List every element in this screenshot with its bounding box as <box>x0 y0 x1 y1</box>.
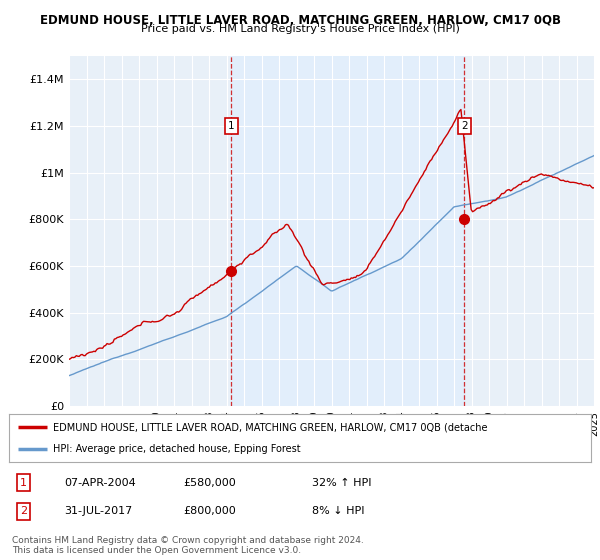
Text: Contains HM Land Registry data © Crown copyright and database right 2024.: Contains HM Land Registry data © Crown c… <box>12 536 364 545</box>
Text: 1: 1 <box>228 121 235 131</box>
Text: 2: 2 <box>461 121 467 131</box>
Text: 31-JUL-2017: 31-JUL-2017 <box>64 506 133 516</box>
Text: EDMUND HOUSE, LITTLE LAVER ROAD, MATCHING GREEN, HARLOW, CM17 0QB (detache: EDMUND HOUSE, LITTLE LAVER ROAD, MATCHIN… <box>53 422 487 432</box>
Text: Price paid vs. HM Land Registry's House Price Index (HPI): Price paid vs. HM Land Registry's House … <box>140 24 460 34</box>
Text: This data is licensed under the Open Government Licence v3.0.: This data is licensed under the Open Gov… <box>12 546 301 555</box>
Text: 2: 2 <box>20 506 27 516</box>
Text: 1: 1 <box>20 478 27 488</box>
Text: 07-APR-2004: 07-APR-2004 <box>64 478 136 488</box>
Text: 8% ↓ HPI: 8% ↓ HPI <box>311 506 364 516</box>
Text: £800,000: £800,000 <box>184 506 236 516</box>
Text: £580,000: £580,000 <box>184 478 236 488</box>
Text: HPI: Average price, detached house, Epping Forest: HPI: Average price, detached house, Eppi… <box>53 444 300 454</box>
Text: 32% ↑ HPI: 32% ↑ HPI <box>311 478 371 488</box>
Text: EDMUND HOUSE, LITTLE LAVER ROAD, MATCHING GREEN, HARLOW, CM17 0QB: EDMUND HOUSE, LITTLE LAVER ROAD, MATCHIN… <box>40 14 560 27</box>
Bar <box>231 56 464 406</box>
